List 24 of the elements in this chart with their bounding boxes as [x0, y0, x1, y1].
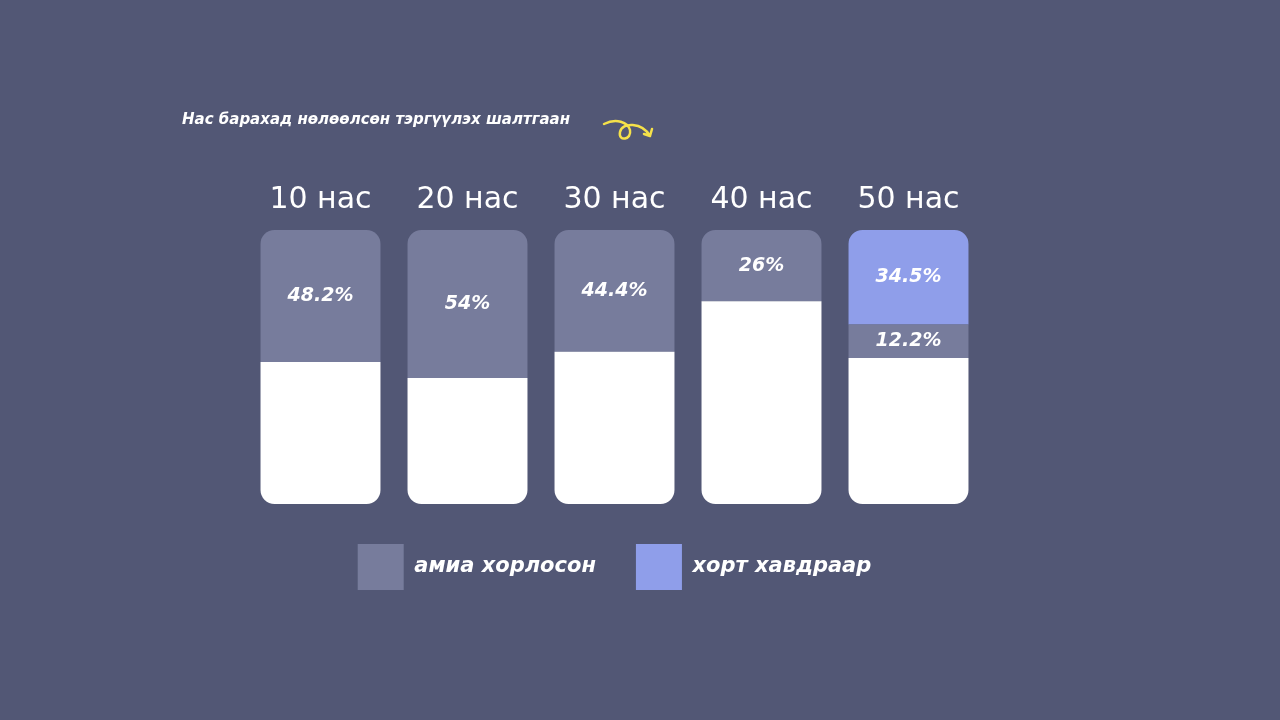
bar — [260, 362, 381, 504]
data-label: 48.2% — [286, 282, 354, 305]
bar — [701, 230, 822, 302]
data-label: 26% — [738, 252, 785, 275]
x-tick-label: 20 нас — [416, 179, 519, 215]
legend-label: хорт хавдраар — [691, 553, 872, 578]
x-tick-label: 30 нас — [563, 179, 666, 215]
x-tick-label: 50 нас — [857, 179, 960, 215]
bar — [554, 230, 675, 352]
chart-title: Нас барахад нөлөөлсөн тэргүүлэх шалтгаан — [182, 110, 571, 128]
bar — [848, 357, 969, 504]
bar — [260, 230, 381, 363]
legend-label: амиа хорлосон — [414, 553, 596, 578]
x-tick-label: 10 нас — [269, 179, 372, 215]
bar — [407, 377, 528, 504]
data-label: 12.2% — [875, 328, 942, 351]
bar — [407, 230, 528, 378]
data-label: 34.5% — [875, 264, 942, 287]
data-label: 54% — [444, 290, 491, 313]
bar — [848, 230, 969, 325]
bar — [701, 301, 822, 504]
data-label: 44.4% — [580, 277, 648, 300]
bar — [554, 351, 675, 504]
x-tick-label: 40 нас — [710, 179, 813, 215]
